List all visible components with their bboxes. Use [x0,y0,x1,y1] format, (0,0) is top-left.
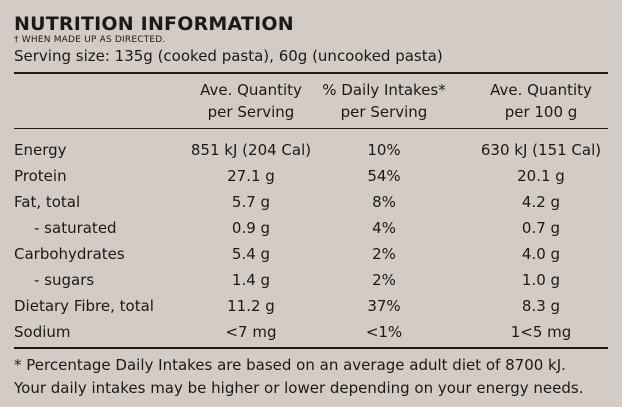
bottom-rule [14,347,608,349]
qty-per-serving: 1.4 g [231,271,271,289]
table-row: Dietary Fibre, total 11.2 g 37% 8.3 g [14,293,608,319]
header-per-100g-line1: Ave. Quantity [490,81,592,99]
qty-per-serving: 5.4 g [231,245,271,263]
qty-per-100g: 20.1 g [517,167,565,185]
nutrient-name: Carbohydrates [14,245,125,263]
qty-per-100g: 4.0 g [521,245,561,263]
table-row: Protein 27.1 g 54% 20.1 g [14,163,608,189]
qty-per-serving: 5.7 g [231,193,271,211]
qty-per-100g: 8.3 g [521,297,561,315]
table-row: Energy 851 kJ (204 Cal) 10% 630 kJ (151 … [14,137,608,163]
footnote-line1: * Percentage Daily Intakes are based on … [14,356,566,374]
qty-per-serving: 11.2 g [227,297,275,315]
header-per-100g-line2: per 100 g [504,103,578,121]
daily-intake: 8% [372,193,396,211]
daily-intake: 2% [372,245,396,263]
panel-subtitle: † WHEN MADE UP AS DIRECTED. [14,35,166,45]
header-daily-intakes-line2: per Serving [340,103,428,121]
table-row: Sodium <7 mg <1% 1<5 mg [14,319,608,345]
table-row: Fat, total 5.7 g 8% 4.2 g [14,189,608,215]
header-daily-intakes: % Daily Intakes* per Serving [314,79,454,123]
nutrient-name: Fat, total [14,193,81,211]
nutrient-name: Sodium [14,323,71,341]
header-per-100g: Ave. Quantity per 100 g [466,79,616,123]
qty-per-100g: 1.0 g [521,271,561,289]
header-daily-intakes-line1: % Daily Intakes* [322,81,446,99]
table-row: - sugars 1.4 g 2% 1.0 g [14,267,608,293]
daily-intake: 4% [372,219,396,237]
nutrient-name: Protein [14,167,67,185]
header-per-serving-line2: per Serving [207,103,295,121]
qty-per-serving: 0.9 g [231,219,271,237]
header-rule [14,128,608,129]
panel-title: NUTRITION INFORMATION [14,13,294,35]
header-per-serving: Ave. Quantity per Serving [166,79,336,123]
top-rule [14,72,608,74]
qty-per-serving: 27.1 g [227,167,275,185]
qty-per-serving: <7 mg [225,323,277,341]
serving-size: Serving size: 135g (cooked pasta), 60g (… [14,47,443,65]
nutrient-name: Energy [14,141,67,159]
qty-per-100g: 630 kJ (151 Cal) [480,141,602,159]
table-row: Carbohydrates 5.4 g 2% 4.0 g [14,241,608,267]
nutrient-name: - sugars [34,271,95,289]
footnote-line2: Your daily intakes may be higher or lowe… [14,379,584,397]
daily-intake: 2% [372,271,396,289]
daily-intake: 37% [367,297,401,315]
qty-per-100g: 1<5 mg [510,323,572,341]
nutrient-name: Dietary Fibre, total [14,297,154,315]
header-per-serving-line1: Ave. Quantity [200,81,302,99]
qty-per-100g: 4.2 g [521,193,561,211]
qty-per-100g: 0.7 g [521,219,561,237]
daily-intake: 54% [367,167,401,185]
daily-intake: <1% [365,323,403,341]
daily-intake: 10% [367,141,401,159]
table-row: - saturated 0.9 g 4% 0.7 g [14,215,608,241]
qty-per-serving: 851 kJ (204 Cal) [190,141,312,159]
nutrient-name: - saturated [34,219,117,237]
footnote: * Percentage Daily Intakes are based on … [14,354,583,400]
